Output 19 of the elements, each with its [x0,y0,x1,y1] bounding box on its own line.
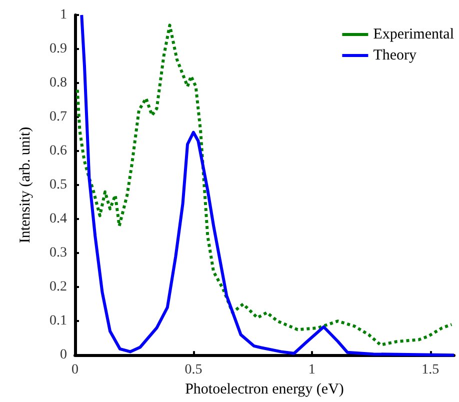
y-tick-label: 0 [60,348,67,363]
y-tick-label: 1 [60,8,67,22]
x-tick-label: 0 [72,362,78,378]
y-tick-label: 0.8 [50,76,67,91]
legend-label: Theory [373,48,418,64]
y-tick-label: 0.6 [50,144,67,159]
x-axis-title: Photoelectron energy (eV) [185,382,344,398]
x-tick-label: 1 [308,362,316,378]
y-tick-label: 0.1 [50,314,67,329]
legend-label: Experimental [373,26,454,42]
y-tick-label: 0.3 [50,246,67,261]
x-tick-label: 1.5 [422,362,440,378]
y-tick-label: 0.5 [50,178,67,193]
y-tick-label: 0.9 [50,42,67,57]
y-tick-label: 0.7 [50,110,67,125]
y-tick-label: 0.4 [50,212,67,227]
y-axis-title: Intensity (arb. unit) [18,126,34,244]
x-tick-label: 0.5 [184,362,202,378]
y-tick-label: 0.2 [50,280,67,295]
